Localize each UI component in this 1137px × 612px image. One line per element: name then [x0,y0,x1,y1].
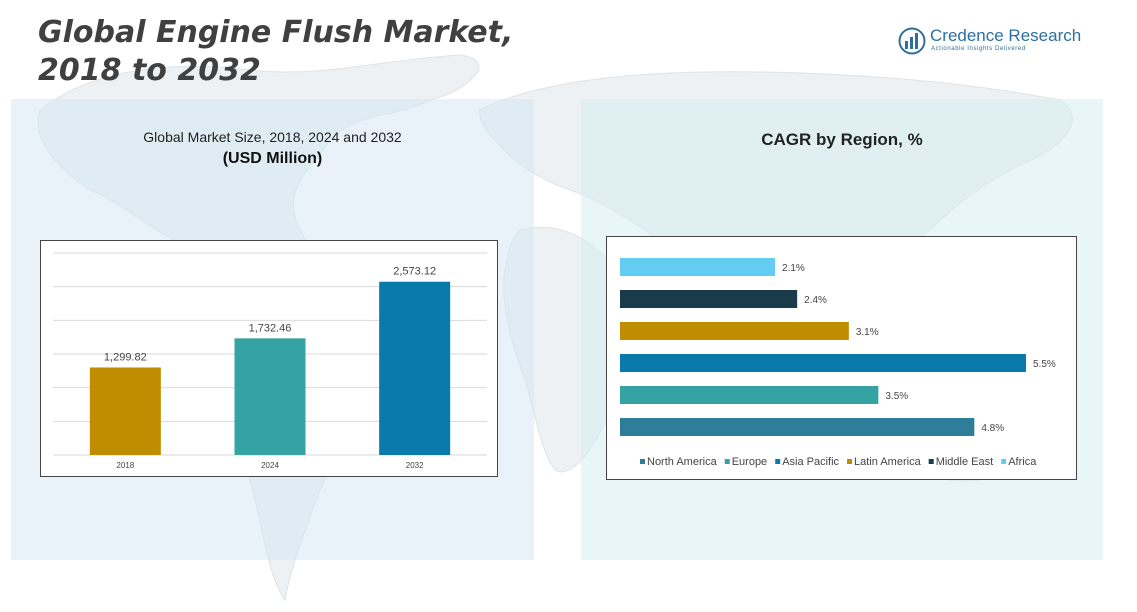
legend-swatch-europe [724,459,730,464]
cagr-chart-svg: 2.1% 2.4% 3.1% 5.5% 3.5% 4.8% North America Eur… [620,258,1056,468]
bar-asia-pacific [620,354,1026,372]
legend-label-asia-pacific: Asia Pacific [782,456,839,468]
bar-value-label-2024: 1,732.46 [249,322,292,334]
legend-swatch-north-america [640,459,645,464]
bar-2024 [234,338,306,455]
legend-label-middle-east: Middle East [936,456,993,468]
bar-value-label-europe: 3.5% [885,391,908,402]
bar-latin-america [620,322,849,340]
bar-2032 [379,281,451,455]
page-title-line-2: 2018 to 2032 [38,53,261,88]
page-title: Global Engine Flush Market, 2018 to 2032 [38,14,513,90]
bar-africa [620,258,776,276]
bar-value-label-latin-america: 3.1% [856,327,879,338]
credence-research-logo: Credence Research Actionable Insights De… [898,26,1088,56]
x-tick-label-2018: 2018 [116,461,134,470]
bar-chart-logo-icon [898,27,926,55]
logo-name: Credence Research [930,26,1082,45]
bar-value-label-middle-east: 2.4% [804,295,827,306]
market-size-chart-title: Global Market Size, 2018, 2024 and 2032 [143,129,402,145]
market-size-chart: 1,299.82 2018 1,732.46 2024 2,573.12 2032 [40,240,498,477]
cagr-chart: 2.1% 2.4% 3.1% 5.5% 3.5% 4.8% North America Eur… [606,236,1077,480]
bar-value-label-north-america: 4.8% [981,423,1004,434]
x-tick-label-2024: 2024 [261,461,279,470]
bar-value-label-2018: 1,299.82 [104,351,147,363]
bar-value-label-2032: 2,573.12 [393,266,436,278]
bar-value-label-africa: 2.1% [782,263,805,274]
x-tick-label-2032: 2032 [406,461,424,470]
bar-north-america [620,418,975,436]
legend-swatch-africa [1001,459,1007,464]
legend-label-latin-america: Latin America [854,456,922,468]
legend-label-europe: Europe [732,456,767,468]
page-title-line-1: Global Engine Flush Market, [38,15,514,50]
legend-label-north-america: North America [647,456,718,468]
legend-swatch-latin-america [847,459,853,464]
bar-europe [620,386,879,404]
legend: North America Europe Asia Pacific Latin Ame… [640,456,1037,468]
logo-tagline: Actionable Insights Delivered [931,46,1026,52]
legend-swatch-asia-pacific [775,459,781,464]
legend-swatch-middle-east [928,459,934,464]
market-size-chart-subtitle: (USD Million) [222,150,323,167]
cagr-chart-title: CAGR by Region, % [761,130,923,149]
market-size-chart-svg: 1,299.82 2018 1,732.46 2024 2,573.12 2032 [53,252,487,470]
bar-middle-east [620,290,798,308]
legend-label-africa: Africa [1008,456,1037,468]
bar-2018 [89,367,161,455]
bar-value-label-asia-pacific: 5.5% [1033,359,1056,370]
